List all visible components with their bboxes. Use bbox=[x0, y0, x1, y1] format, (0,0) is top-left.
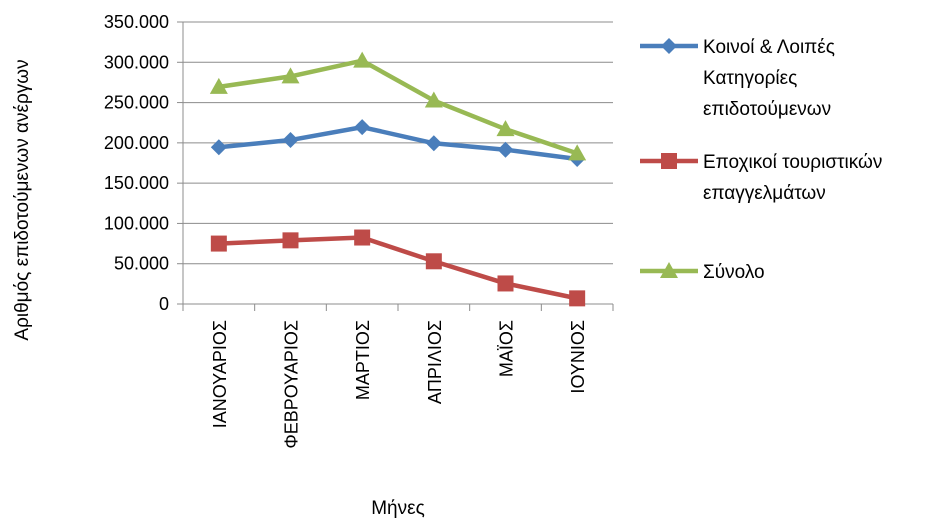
data-point bbox=[354, 229, 371, 246]
legend-label: Κατηγορίες bbox=[703, 68, 797, 89]
data-point bbox=[209, 77, 228, 94]
data-point bbox=[425, 253, 442, 270]
legend-marker bbox=[661, 153, 677, 169]
y-tick-label: 250.000 bbox=[104, 93, 169, 113]
series-line bbox=[218, 235, 578, 301]
x-tick-label: ΦΕΒΡΟΥΑΡΙΟΣ bbox=[282, 320, 302, 449]
data-point bbox=[282, 232, 299, 249]
legend-label: επαγγελμάτων bbox=[703, 183, 826, 204]
y-axis-ticks: 0 50.000 100.000 150.000 200.000 250.000 300.0… bbox=[104, 12, 183, 314]
x-tick-label: ΜΑΪΟΣ bbox=[497, 320, 517, 377]
y-tick-label: 0 bbox=[159, 294, 169, 314]
legend-label: Εποχικοί τουριστικών bbox=[703, 152, 882, 173]
y-tick-label: 50.000 bbox=[114, 254, 169, 274]
data-point bbox=[497, 141, 514, 158]
y-tick-label: 200.000 bbox=[104, 133, 169, 153]
legend-item-0: Κοινοί & Λοιπές Κατηγορίες επιδοτούμενων bbox=[640, 37, 835, 120]
x-tick-label: ΙΑΝΟΥΑΡΙΟΣ bbox=[210, 320, 230, 428]
y-tick-label: 150.000 bbox=[104, 173, 169, 193]
series-line bbox=[218, 58, 578, 156]
legend-item-2: Σύνολο bbox=[640, 262, 765, 283]
data-point bbox=[282, 132, 299, 149]
x-tick-label: ΙΟΥΝΙΟΣ bbox=[568, 320, 588, 394]
series-2 bbox=[209, 51, 587, 161]
x-tick-label: ΑΠΡΙΛΙΟΣ bbox=[425, 320, 445, 404]
axes bbox=[182, 22, 613, 305]
data-point bbox=[210, 139, 227, 156]
y-axis-title: Αριθμός επιδοτούμενων ανέργων bbox=[12, 59, 33, 340]
x-axis-title: Μήνες bbox=[371, 498, 425, 519]
legend-marker bbox=[661, 38, 677, 54]
data-point bbox=[496, 120, 515, 137]
legend-label: Κοινοί & Λοιπές bbox=[703, 37, 835, 58]
data-point bbox=[497, 275, 514, 292]
data-point bbox=[569, 290, 586, 307]
y-tick-label: 300.000 bbox=[104, 52, 169, 72]
data-point bbox=[354, 119, 371, 136]
legend-label: επιδοτούμενων bbox=[703, 99, 831, 120]
data-point bbox=[353, 51, 372, 68]
x-tick-label: ΜΑΡΤΙΟΣ bbox=[353, 320, 373, 400]
y-tick-label: 350.000 bbox=[104, 12, 169, 32]
legend-marker bbox=[660, 262, 678, 278]
legend-item-1: Εποχικοί τουριστικών επαγγελμάτων bbox=[640, 152, 882, 204]
data-point bbox=[568, 144, 587, 161]
legend-label: Σύνολο bbox=[703, 262, 765, 283]
y-tick-label: 100.000 bbox=[104, 213, 169, 233]
data-point bbox=[281, 67, 300, 84]
data-point bbox=[424, 91, 443, 108]
series bbox=[209, 51, 587, 307]
series-1 bbox=[210, 229, 586, 307]
data-point bbox=[425, 135, 442, 152]
legend: Κοινοί & Λοιπές Κατηγορίες επιδοτούμενων Επ… bbox=[640, 37, 882, 283]
data-point bbox=[210, 235, 227, 252]
series-line bbox=[218, 124, 578, 162]
x-axis-ticks: ΙΑΝΟΥΑΡΙΟΣ ΦΕΒΡΟΥΑΡΙΟΣ ΜΑΡΤΙΟΣ ΑΠΡΙΛΙΟΣ ΜΑΪΟ… bbox=[182, 304, 614, 449]
